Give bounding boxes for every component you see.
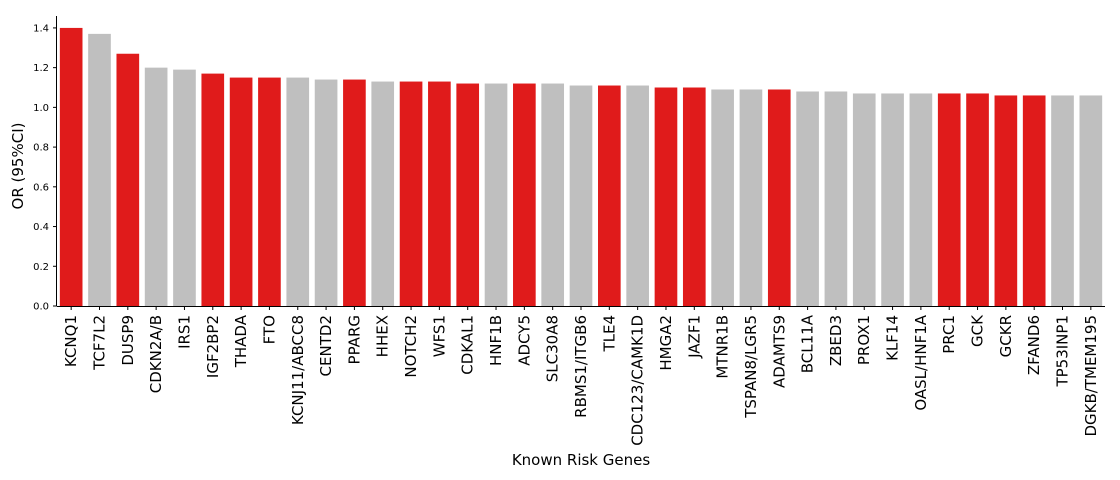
y-axis-ticks: 0.0 0.2 0.4 0.6 0.8 1.0 1.2 1.4 [33, 23, 57, 313]
bar-adamts9 [767, 89, 791, 306]
x-tick-label: GCK [969, 314, 987, 347]
bar-fto [258, 77, 281, 306]
y-tick-label: 1.2 [33, 63, 49, 74]
x-tick-label: DGKB/TMEM195 [1082, 315, 1100, 437]
x-tick-label: IRS1 [175, 315, 193, 349]
bar-igf2bp2 [201, 73, 225, 306]
x-tick-label: THADA [232, 314, 250, 368]
bar-jazf1 [682, 87, 706, 306]
y-tick-label: 0.8 [33, 143, 49, 154]
x-tick-label: KLF14 [884, 315, 902, 361]
x-tick-label: ADCY5 [515, 315, 533, 366]
x-tick-label: DUSP9 [119, 315, 137, 366]
x-tick-label: CDKN2A/B [147, 315, 165, 393]
bar-dgkb-tmem195 [1079, 95, 1103, 306]
x-tick-label: TSPAN8/LGR5 [742, 315, 760, 419]
bar-thada [229, 77, 253, 306]
x-tick-label: KCNJ11/ABCC8 [289, 315, 307, 425]
bar-zfand6 [1022, 95, 1046, 306]
bar-dusp9 [116, 53, 140, 306]
bar-gckr [994, 95, 1018, 306]
bar-rbms1-itgb6 [569, 85, 593, 307]
y-tick-label: 0.2 [33, 262, 49, 273]
x-tick-label: FTO [260, 315, 278, 344]
x-tick-label: JAZF1 [685, 315, 703, 359]
x-axis-ticks: KCNQ1 TCF7L2 DUSP9 CDKN2A/B IRS1 IGF2BP2 THADA… [62, 306, 1100, 446]
bar-hmga2 [654, 87, 678, 306]
bar-tcf7l2 [88, 33, 111, 307]
bar-pparg [343, 79, 366, 306]
x-tick-label: HNF1B [487, 315, 505, 366]
x-tick-label: TP53INP1 [1054, 315, 1072, 388]
y-tick-label: 0.0 [33, 302, 49, 313]
x-tick-label: PRC1 [940, 315, 958, 354]
x-tick-label: SLC30A8 [544, 315, 562, 382]
x-tick-label: IGF2BP2 [204, 315, 222, 378]
bar-gck [966, 93, 989, 306]
bar-cdc123-camk1d [626, 85, 649, 307]
x-tick-label: PROX1 [855, 315, 873, 365]
x-tick-label: CDC123/CAMK1D [629, 315, 647, 446]
x-tick-label: ADAMTS9 [770, 315, 788, 388]
x-tick-label: RBMS1/ITGB6 [572, 315, 590, 418]
bar-bcl11a [796, 91, 819, 306]
x-tick-label: ZFAND6 [1025, 315, 1043, 375]
x-tick-label: TLE4 [600, 315, 618, 353]
bar-kcnq1 [59, 27, 83, 306]
y-tick-label: 0.6 [33, 182, 49, 193]
y-axis-title: OR (95%CI) [9, 123, 27, 210]
bar-notch2 [399, 81, 423, 306]
bar-cdkn2a-b [144, 67, 168, 307]
x-tick-label: PPARG [345, 315, 363, 364]
bars-group [59, 27, 1103, 307]
bar-adcy5 [513, 83, 536, 307]
x-tick-label: BCL11A [799, 314, 817, 373]
x-tick-label: OASL/HNF1A [912, 314, 930, 410]
y-tick-label: 1.4 [33, 23, 49, 34]
x-tick-label: GCKR [997, 315, 1015, 357]
x-tick-label: MTNR1B [714, 315, 732, 379]
x-tick-label: TCF7L2 [90, 315, 108, 371]
bar-oasl-hnf1a [909, 93, 933, 306]
bar-cdkal1 [456, 83, 480, 307]
bar-tle4 [597, 85, 621, 307]
bar-centd2 [314, 79, 338, 306]
x-tick-label: CDKAL1 [459, 315, 477, 375]
bar-slc30a8 [541, 83, 565, 307]
bar-tspan8-lgr5 [739, 89, 763, 306]
bar-mtnr1b [711, 89, 734, 306]
x-tick-label: KCNQ1 [62, 315, 80, 367]
x-tick-label: NOTCH2 [402, 315, 420, 378]
y-tick-label: 1.0 [33, 103, 49, 114]
x-axis-title: Known Risk Genes [512, 451, 651, 469]
bar-hhex [371, 81, 395, 306]
bar-tp53inp1 [1051, 95, 1074, 306]
bar-zbed3 [824, 91, 848, 306]
x-tick-label: CENTD2 [317, 315, 335, 376]
bar-wfs1 [428, 81, 451, 306]
bar-klf14 [881, 93, 904, 306]
x-tick-label: WFS1 [430, 315, 448, 357]
bar-kcnj11-abcc8 [286, 77, 310, 306]
x-tick-label: HHEX [374, 315, 392, 357]
bar-hnf1b [484, 83, 508, 307]
y-tick-label: 0.4 [33, 222, 49, 233]
bar-prox1 [852, 93, 876, 306]
bar-irs1 [173, 69, 196, 307]
bar-prc1 [937, 93, 961, 306]
x-tick-label: HMGA2 [657, 315, 675, 371]
x-tick-label: ZBED3 [827, 315, 845, 366]
